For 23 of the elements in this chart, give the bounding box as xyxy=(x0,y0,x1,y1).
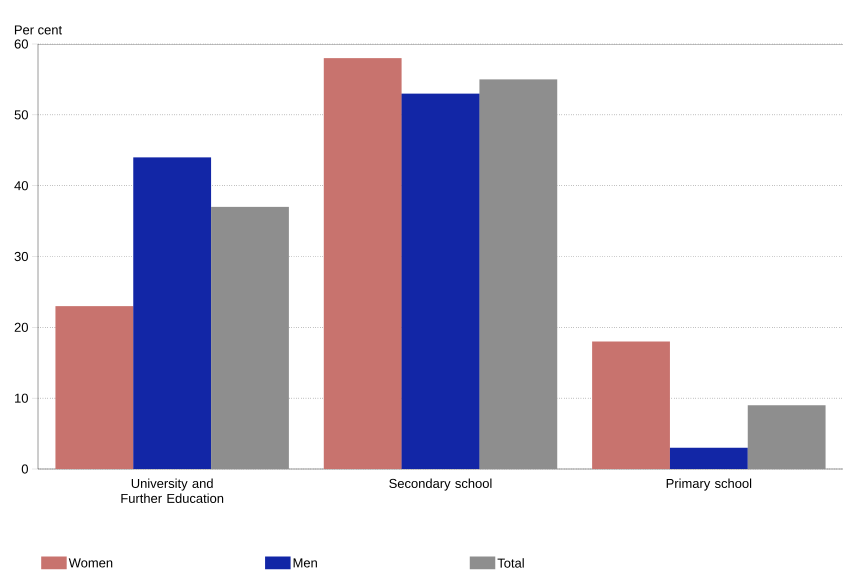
bar xyxy=(402,94,480,470)
bar xyxy=(55,306,134,470)
bar xyxy=(211,206,289,470)
bar xyxy=(592,342,670,470)
bar xyxy=(133,157,212,470)
y-tick-label: 0 xyxy=(22,464,28,474)
bar xyxy=(670,448,748,470)
legend-label: Men xyxy=(294,558,317,568)
y-tick-label: 20 xyxy=(14,322,28,332)
y-tick-label: 60 xyxy=(14,39,28,49)
legend-label: Total xyxy=(498,558,524,568)
y-axis-title: Per cent xyxy=(14,25,62,34)
bar xyxy=(479,79,558,470)
y-tick-label: 50 xyxy=(14,110,28,120)
bar xyxy=(324,58,402,470)
x-tick-label: Primary school xyxy=(666,478,752,491)
y-tick-label: 10 xyxy=(15,394,28,403)
x-tick-label: University and Further Education xyxy=(121,478,224,503)
y-tick-label: 30 xyxy=(14,252,28,262)
x-tick-label: Secondary school xyxy=(389,478,492,491)
bar xyxy=(748,405,826,470)
y-tick-label: 40 xyxy=(14,181,28,190)
legend-label: Women xyxy=(68,558,112,568)
